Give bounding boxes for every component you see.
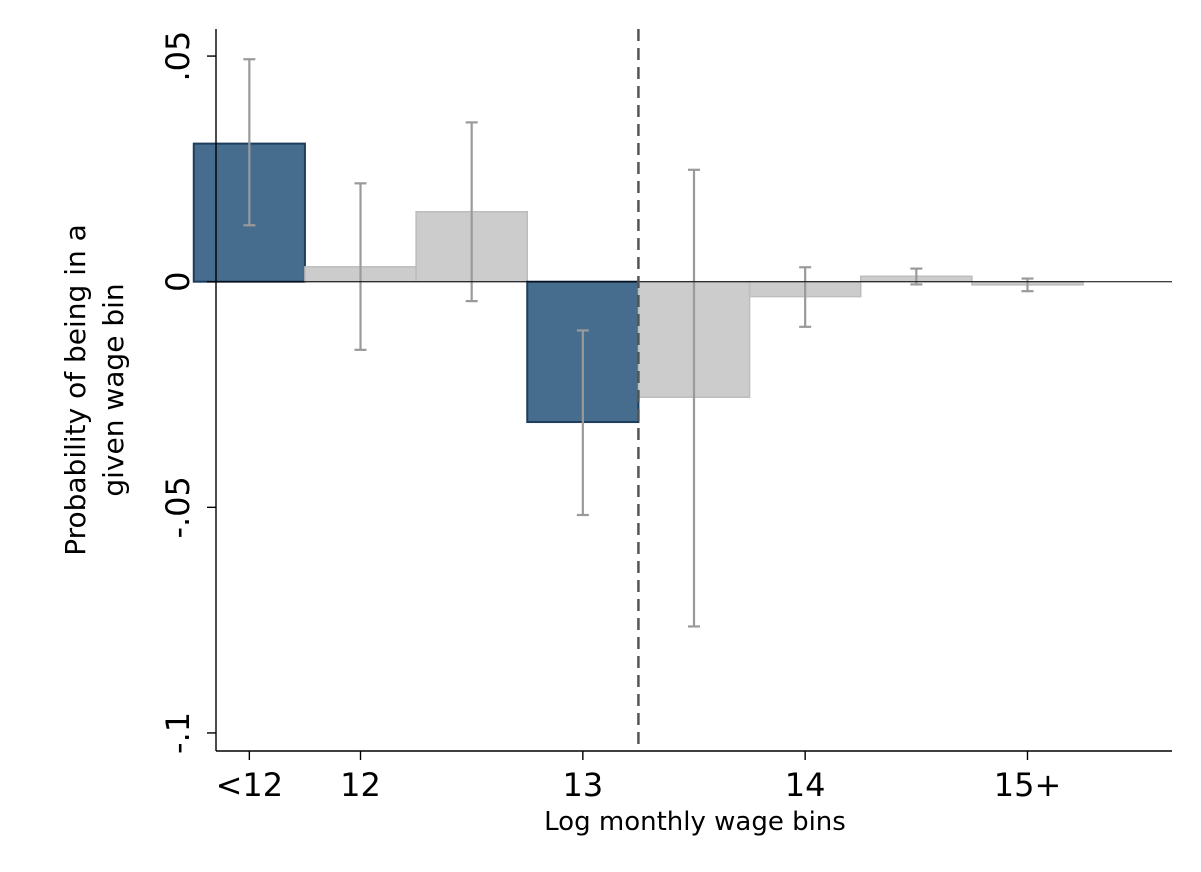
y-axis-title-line-1: Probability of being in a	[59, 224, 92, 556]
x-tick-label-4: 15+	[994, 766, 1062, 804]
error-bar-5	[799, 266, 812, 328]
x-tick-label-0: <12	[216, 766, 284, 804]
x-tick-label-2: 13	[562, 766, 603, 804]
error-bar-1	[354, 182, 367, 351]
y-axis-title-line-2: given wage bin	[97, 283, 130, 496]
error-bars-layer	[243, 58, 1034, 628]
axes-layer: .05 0 -.05 -.1 <12 12 13 14 15+	[159, 29, 1172, 804]
error-bar-2	[465, 121, 478, 303]
y-tick-label-0: .05	[159, 31, 197, 82]
x-tick-label-3: 14	[785, 766, 826, 804]
x-tick-label-1: 12	[340, 766, 381, 804]
error-bar-3	[576, 329, 589, 517]
error-bar-4	[688, 168, 700, 628]
x-axis-title: Log monthly wage bins	[544, 807, 846, 837]
y-tick-label-2: -.05	[159, 476, 197, 538]
y-axis-title: Probability of being in a given wage bin	[59, 224, 130, 556]
error-bar-7	[1021, 277, 1034, 293]
error-bar-0	[243, 58, 256, 227]
y-tick-label-3: -.1	[159, 712, 197, 754]
y-tick-label-1: 0	[159, 272, 197, 292]
